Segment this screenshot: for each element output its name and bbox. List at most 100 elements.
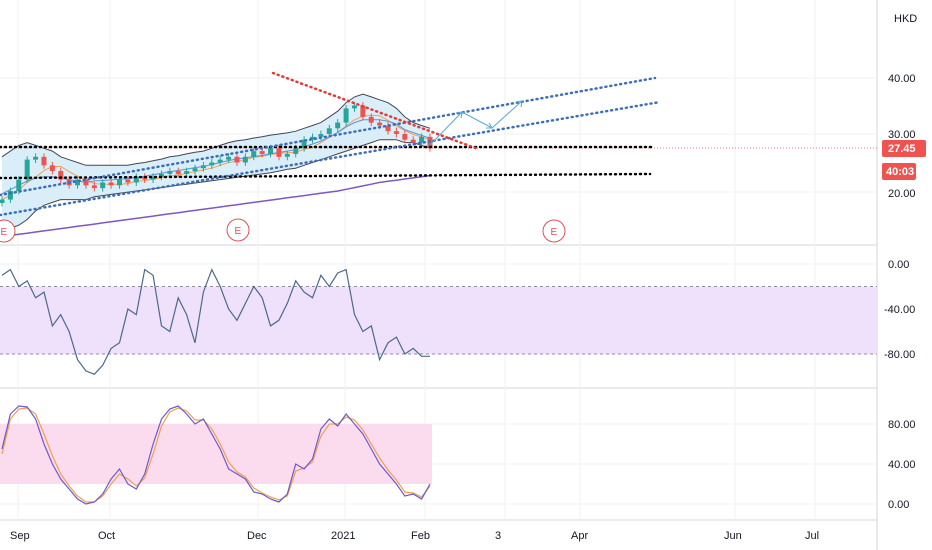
candle-body [242, 156, 248, 163]
time-label-apr: Apr [571, 530, 588, 542]
candle-body [360, 105, 366, 117]
candle-body [402, 134, 408, 140]
projection-arrowhead [486, 122, 493, 129]
moving-average-fast-line [1, 114, 431, 201]
time-label-dec: Dec [247, 530, 267, 542]
osc1-tick-0: 0.00 [888, 259, 909, 271]
price-tick-30: 30.00 [888, 129, 916, 141]
time-label-sep: Sep [10, 530, 30, 542]
candle-body [116, 179, 122, 186]
countdown-badge-value: 40:03 [886, 166, 914, 178]
earnings-marker-label: E [1, 227, 8, 238]
projection-arrowhead [515, 100, 523, 108]
time-label-3: 3 [495, 530, 501, 542]
bollinger-fill [2, 94, 430, 231]
oscillator2-panel[interactable] [0, 405, 432, 505]
candle-body [335, 122, 341, 129]
candle-body [0, 199, 5, 203]
osc1-tick-minus40: -40.00 [884, 304, 915, 316]
candle-body [259, 151, 265, 154]
candle-body [150, 176, 156, 180]
earnings-marker-label: E [235, 226, 242, 237]
candle-body [7, 191, 13, 200]
candle-body [83, 179, 89, 186]
candle-body [16, 179, 22, 191]
time-label-oct: Oct [98, 530, 115, 542]
bollinger-lower-line [1, 139, 431, 232]
earnings-marker-icon [0, 219, 16, 243]
earnings-marker-icon [542, 219, 566, 243]
bollinger-band-fill [1, 93, 431, 232]
candle-body [368, 116, 374, 123]
candle-body [133, 176, 139, 183]
price-tick-40: 40.00 [888, 73, 916, 85]
candle-body [351, 105, 357, 109]
candle-body [326, 128, 332, 134]
candle-body [33, 156, 39, 160]
candle-body [49, 165, 55, 172]
candle-body [410, 139, 416, 143]
oscillator2-main-line [1, 405, 431, 505]
earnings-marker-label: E [551, 227, 558, 238]
osc1-tick-minus80: -80.00 [884, 349, 915, 361]
oscillator1-band [0, 286, 877, 354]
support-line-lower [0, 172, 652, 180]
time-label-2021: 2021 [331, 530, 355, 542]
channel-lower-line [0, 100, 662, 217]
candle-body [41, 156, 47, 166]
projection-path [429, 100, 523, 146]
time-label-jul: Jul [805, 530, 819, 542]
earnings-marker-icon [226, 218, 250, 242]
candle-body [184, 171, 190, 174]
candle-body [393, 131, 399, 134]
candle-body [91, 185, 97, 189]
candle-body [100, 182, 106, 189]
osc2-tick-40: 40.00 [888, 459, 916, 471]
channel-upper-line [0, 76, 657, 197]
oscillator2-band [0, 424, 432, 484]
candle-body [158, 173, 164, 177]
candle-body [234, 156, 240, 163]
candle-body [419, 136, 425, 143]
candle-body [377, 122, 383, 126]
candle-body [58, 171, 64, 180]
candle-body [276, 148, 282, 157]
candle-body [24, 159, 30, 180]
price-tick-20: 20.00 [888, 188, 916, 200]
candle-body [167, 171, 173, 174]
time-axis[interactable]: Sep Oct Dec 2021 Feb 3 Apr Jun Jul [10, 530, 819, 542]
moving-average-slow-line [1, 174, 431, 238]
candle-body [293, 148, 299, 154]
candle-body [385, 125, 391, 132]
candle-body [200, 165, 206, 169]
oscillator2-signal-line [1, 407, 431, 503]
candle-body [226, 156, 232, 160]
currency-label: HKD [894, 13, 917, 25]
price-badge-value: 27.45 [888, 143, 916, 155]
oscillator2-scale[interactable]: 80.00 40.00 0.00 [888, 419, 916, 511]
downtrend-line [271, 71, 480, 151]
oscillator1-panel[interactable] [0, 268, 877, 376]
countdown-badge [882, 163, 916, 180]
candle-body [310, 136, 316, 140]
candle-body [192, 168, 198, 172]
oscillator1-scale[interactable]: 0.00 -40.00 -80.00 [884, 259, 915, 361]
candle-body [175, 171, 181, 174]
oscillator1-line [1, 268, 430, 376]
candle-body [209, 162, 215, 166]
candle-body [217, 159, 223, 163]
osc2-tick-80: 80.00 [888, 419, 916, 431]
candle-body [108, 182, 114, 186]
moving-averages [1, 114, 431, 238]
projection-arrowhead [455, 111, 463, 119]
price-scale[interactable]: HKD 40.00 30.00 20.00 27.45 40:03 [882, 13, 926, 200]
time-label-feb: Feb [411, 530, 430, 542]
candle-body [125, 179, 131, 183]
time-label-jun: Jun [724, 530, 742, 542]
candle-body [75, 179, 81, 186]
trendlines [0, 71, 877, 217]
price-badge [882, 140, 926, 157]
